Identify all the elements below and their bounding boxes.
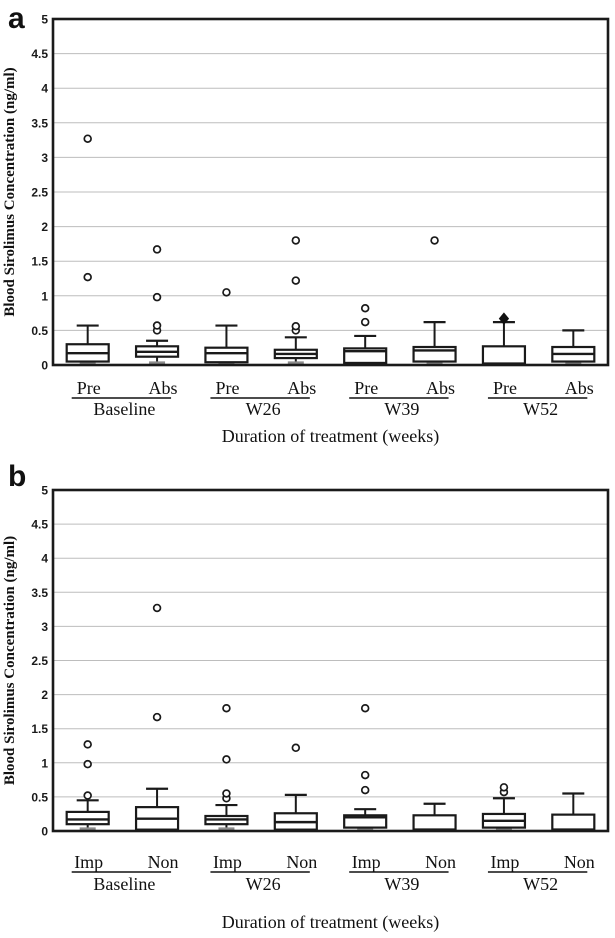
subgroup-label: Non: [564, 852, 595, 872]
panel-a-chart: a 5 4.5 4 3.5 3 2.5 2 1.5 1 0.5 0 Blood Sirolimus Co…: [2, 2, 610, 447]
outlier-point: [291, 743, 301, 753]
subgroup-label: Imp: [213, 852, 242, 872]
category-label: W39: [384, 399, 419, 419]
y-tick-label: 4: [41, 552, 48, 566]
subgroup-label: Pre: [354, 378, 378, 398]
y-tick-label: 2: [41, 220, 48, 234]
category-label: W26: [246, 874, 281, 894]
outlier-point: [83, 272, 92, 282]
x-axis-title: Duration of treatment (weeks): [222, 426, 439, 447]
outlier-point: [291, 236, 301, 245]
outlier-point: [152, 292, 162, 302]
box: [65, 810, 110, 826]
outlier-point: [222, 789, 231, 798]
panel-b-chart: b 5 4.5 4 3.5 3 2.5 2 1.5 1 0.5 0 Blood Sirolimus Co…: [2, 460, 610, 933]
subgroup-label: Abs: [426, 378, 455, 398]
subgroup-label: Abs: [287, 378, 316, 398]
outlier-point: [360, 317, 370, 327]
outlier-point: [222, 755, 231, 764]
outlier-point: [152, 245, 162, 254]
y-tick-label: 1: [41, 756, 48, 770]
plot-frame: [51, 17, 610, 367]
subgroup-label: Pre: [215, 378, 239, 398]
outlier-point: [360, 703, 370, 713]
y-tick-label: 0: [41, 359, 48, 373]
panel-letter: b: [8, 460, 26, 493]
box: [204, 346, 249, 364]
category-label: W52: [523, 874, 558, 894]
x-axis-title: Duration of treatment (weeks): [222, 912, 439, 933]
subgroup-label: Non: [286, 852, 317, 872]
y-tick-label: 3.5: [31, 586, 48, 600]
outlier-point: [360, 304, 370, 313]
outlier-diamond: [498, 312, 510, 325]
y-tick-label: 0.5: [31, 324, 48, 338]
y-tick-label: 1.5: [31, 722, 48, 736]
y-tick-label: 1.5: [31, 255, 48, 269]
subgroup-label: Imp: [490, 852, 519, 872]
y-tick-label: 5: [41, 13, 48, 27]
outlier-point: [291, 321, 301, 331]
y-tick-label: 4: [41, 82, 48, 96]
y-tick-label: 4.5: [31, 518, 48, 532]
category-label: W39: [384, 874, 419, 894]
y-tick-label: 1: [41, 289, 48, 303]
y-axis-title: Blood Sirolimus Concentration (ng/ml): [2, 67, 18, 316]
panel-letter: a: [8, 2, 25, 35]
category-label: W26: [246, 399, 281, 419]
category-label: W52: [523, 399, 558, 419]
subgroup-label: Abs: [565, 378, 594, 398]
subgroup-label: Imp: [74, 852, 103, 872]
subgroup-label: Imp: [352, 852, 381, 872]
plot-frame: [51, 488, 610, 833]
outlier-point: [152, 712, 162, 722]
y-tick-label: 2.5: [31, 186, 48, 200]
subgroup-label: Abs: [149, 378, 178, 398]
outlier-point: [499, 783, 509, 792]
y-axis-title: Blood Sirolimus Concentration (ng/ml): [2, 536, 18, 785]
outlier-point: [222, 703, 231, 713]
box: [412, 345, 457, 363]
y-tick-label: 4.5: [31, 47, 48, 61]
outlier-point: [83, 134, 92, 143]
outlier-point: [152, 603, 162, 613]
subgroup-label: Non: [148, 852, 179, 872]
y-tick-label: 2: [41, 688, 48, 702]
outlier-point: [222, 288, 231, 297]
box: [412, 814, 457, 831]
outlier-point: [83, 740, 92, 749]
outlier-point: [360, 770, 370, 780]
subgroup-label: Non: [425, 852, 456, 872]
outlier-point: [83, 791, 92, 800]
y-tick-label: 5: [41, 484, 48, 498]
outlier-point: [360, 785, 370, 795]
category-label: Baseline: [93, 874, 155, 894]
box: [481, 345, 527, 365]
subgroup-label: Pre: [493, 378, 517, 398]
outlier-point: [152, 321, 162, 330]
outlier-point: [83, 759, 92, 769]
y-tick-label: 3: [41, 620, 48, 634]
category-label: Baseline: [93, 399, 155, 419]
outlier-point: [430, 236, 439, 245]
subgroup-label: Pre: [77, 378, 101, 398]
y-tick-label: 0.5: [31, 790, 48, 804]
outlier-point: [291, 276, 301, 285]
y-tick-label: 2.5: [31, 654, 48, 668]
y-tick-label: 3.5: [31, 116, 48, 130]
box: [551, 813, 596, 831]
y-tick-label: 3: [41, 151, 48, 165]
y-tick-label: 0: [41, 825, 48, 839]
